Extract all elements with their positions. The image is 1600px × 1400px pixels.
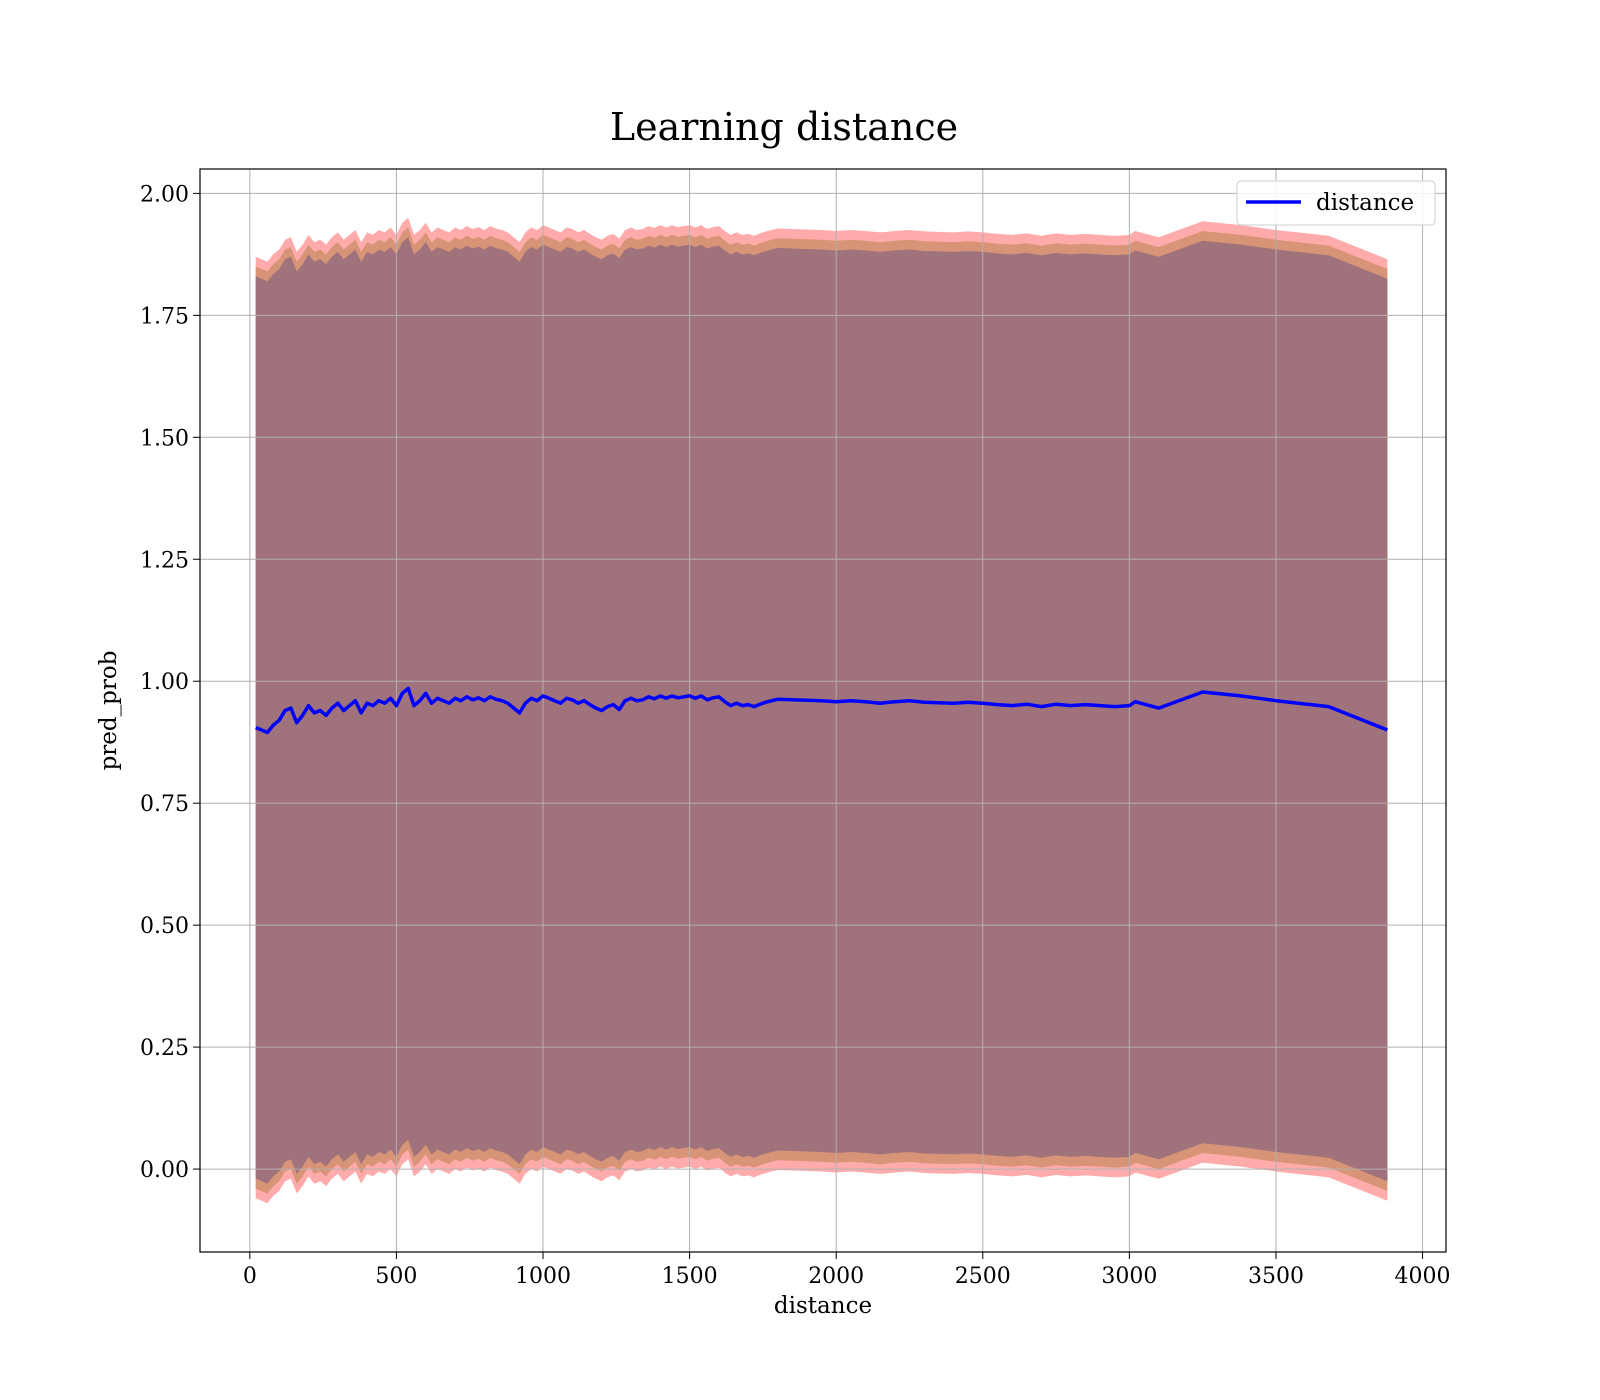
ticks: 0 500 1000 1500 2000 2500 3000 3500 4000 0.00 0.25… [140,182,1451,1289]
grid [200,169,1446,1252]
y-tick-label: 0.00 [140,1158,189,1183]
x-tick-label: 4000 [1395,1264,1451,1289]
series-lines [255,686,1389,735]
series-line-distance [255,686,1389,735]
confidence-bands [255,217,1388,1204]
legend: distance [1236,180,1436,226]
y-tick-label: 1.00 [140,670,189,695]
x-axis-label: distance [774,1293,872,1319]
chart-title: Learning distance [610,105,958,149]
y-tick-label: 2.00 [140,182,189,207]
y-tick-label: 0.25 [140,1036,189,1061]
x-tick-label: 0 [243,1264,257,1289]
x-tick-label: 1500 [662,1264,718,1289]
x-tick-label: 1000 [515,1264,571,1289]
x-tick-label: 500 [375,1264,417,1289]
y-tick-label: 1.50 [140,426,189,451]
x-tick-label: 3000 [1101,1264,1157,1289]
y-tick-label: 0.50 [140,914,189,939]
legend-box [1236,180,1436,226]
y-tick-label: 1.25 [140,548,189,573]
y-axis-label: pred_prob [96,651,122,771]
x-tick-label: 2000 [808,1264,864,1289]
confidence-band-2 [255,237,1388,1184]
x-tick-label: 3500 [1248,1264,1304,1289]
legend-label-distance: distance [1316,190,1414,216]
plot-frame [199,168,1447,1253]
y-tick-label: 1.75 [140,304,189,329]
x-tick-label: 2500 [955,1264,1011,1289]
y-tick-label: 0.75 [140,792,189,817]
